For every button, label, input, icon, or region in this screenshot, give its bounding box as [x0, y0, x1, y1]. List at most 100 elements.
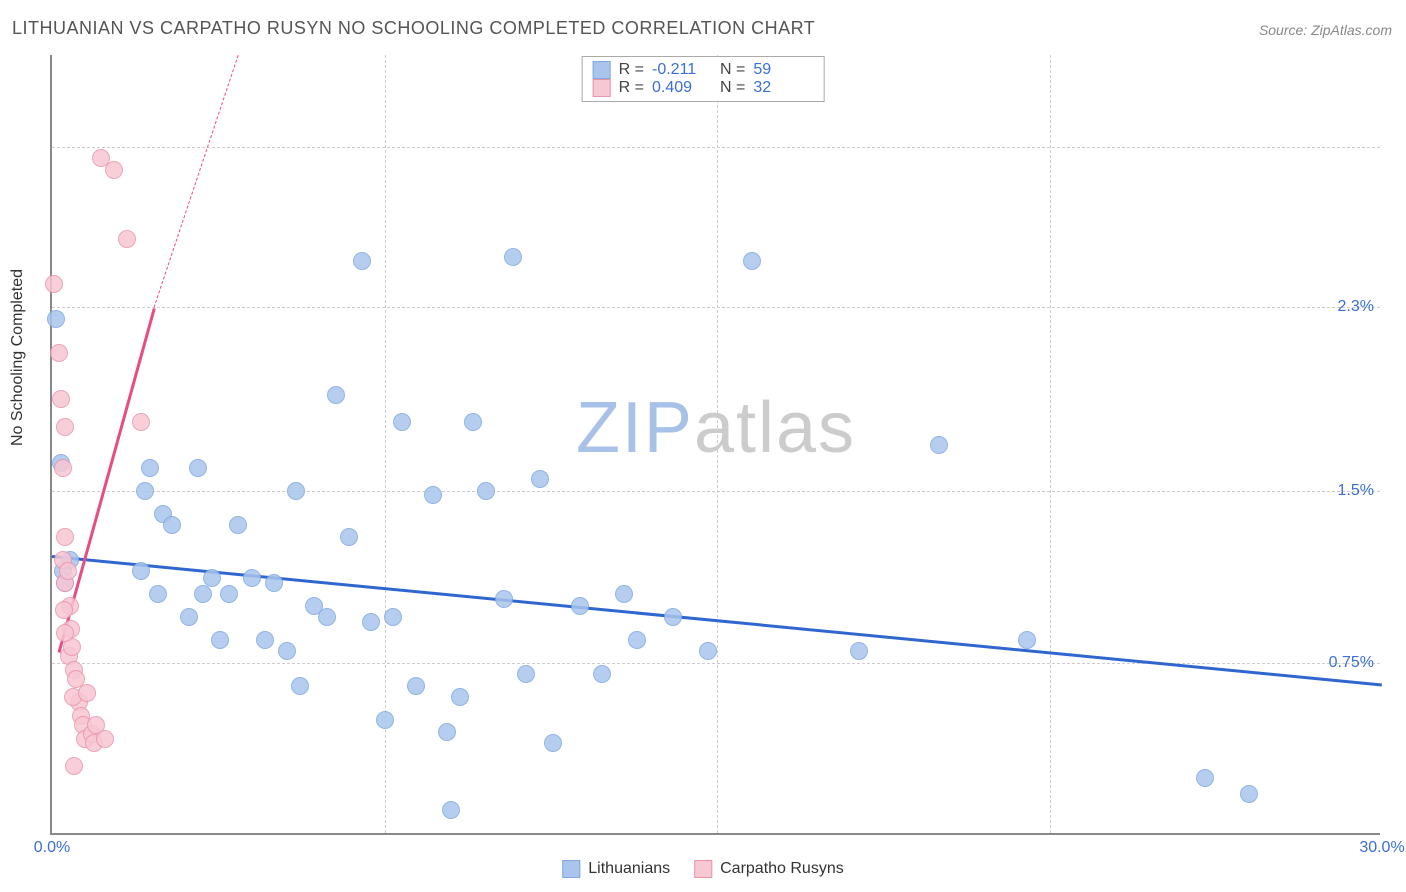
data-point [141, 459, 159, 477]
regression-line [153, 55, 238, 308]
data-point [664, 608, 682, 626]
data-point [56, 624, 74, 642]
r-value: 0.409 [652, 79, 712, 97]
data-point [203, 569, 221, 587]
data-point [593, 665, 611, 683]
ytick-label: 2.3% [1338, 298, 1374, 316]
legend-stats: R = -0.211 N = 59 R = 0.409 N = 32 [582, 56, 825, 102]
data-point [163, 516, 181, 534]
y-axis-label: No Schooling Completed [9, 269, 27, 446]
data-point [265, 574, 283, 592]
xtick-label: 0.0% [34, 839, 70, 857]
data-point [132, 562, 150, 580]
data-point [211, 631, 229, 649]
data-point [96, 730, 114, 748]
data-point [1240, 785, 1258, 803]
data-point [384, 608, 402, 626]
data-point [407, 677, 425, 695]
legend-stat-row: R = -0.211 N = 59 [593, 61, 814, 79]
plot-area: ZIPatlas 0.75%1.5%2.3%0.0%30.0% [50, 55, 1380, 835]
n-label: N = [720, 79, 745, 97]
data-point [243, 569, 261, 587]
data-point [743, 252, 761, 270]
data-point [699, 642, 717, 660]
data-point [180, 608, 198, 626]
r-value: -0.211 [652, 61, 712, 79]
data-point [1018, 631, 1036, 649]
source-label: Source: ZipAtlas.com [1259, 22, 1392, 38]
legend-swatch [694, 860, 712, 878]
data-point [220, 585, 238, 603]
ytick-label: 1.5% [1338, 482, 1374, 500]
data-point [194, 585, 212, 603]
data-point [45, 275, 63, 293]
legend-swatch [593, 61, 611, 79]
data-point [118, 230, 136, 248]
r-label: R = [619, 79, 644, 97]
data-point [438, 723, 456, 741]
data-point [495, 590, 513, 608]
xtick-label: 30.0% [1359, 839, 1404, 857]
data-point [56, 418, 74, 436]
data-point [52, 390, 70, 408]
data-point [278, 642, 296, 660]
data-point [54, 459, 72, 477]
data-point [318, 608, 336, 626]
data-point [353, 252, 371, 270]
data-point [65, 757, 83, 775]
chart-title: LITHUANIAN VS CARPATHO RUSYN NO SCHOOLIN… [12, 18, 815, 39]
legend-stat-row: R = 0.409 N = 32 [593, 79, 814, 97]
data-point [362, 613, 380, 631]
legend-swatch [593, 79, 611, 97]
watermark: ZIPatlas [576, 387, 856, 469]
r-label: R = [619, 61, 644, 79]
data-point [47, 310, 65, 328]
data-point [517, 665, 535, 683]
data-point [531, 470, 549, 488]
data-point [393, 413, 411, 431]
ytick-label: 0.75% [1329, 654, 1374, 672]
gridline-v [1050, 55, 1051, 833]
legend-series: Lithuanians Carpatho Rusyns [562, 860, 843, 878]
data-point [615, 585, 633, 603]
data-point [59, 562, 77, 580]
legend-series-item: Lithuanians [562, 860, 670, 878]
data-point [189, 459, 207, 477]
data-point [376, 711, 394, 729]
watermark-atlas: atlas [694, 388, 856, 468]
data-point [1196, 769, 1214, 787]
data-point [442, 801, 460, 819]
data-point [464, 413, 482, 431]
data-point [55, 601, 73, 619]
n-value: 59 [753, 61, 813, 79]
data-point [571, 597, 589, 615]
gridline-v [717, 55, 718, 833]
gridline-h [52, 491, 1380, 492]
data-point [136, 482, 154, 500]
data-point [149, 585, 167, 603]
n-label: N = [720, 61, 745, 79]
data-point [291, 677, 309, 695]
data-point [229, 516, 247, 534]
data-point [424, 486, 442, 504]
legend-series-label: Lithuanians [588, 860, 670, 878]
n-value: 32 [753, 79, 813, 97]
legend-swatch [562, 860, 580, 878]
data-point [256, 631, 274, 649]
data-point [850, 642, 868, 660]
data-point [78, 684, 96, 702]
legend-series-item: Carpatho Rusyns [694, 860, 844, 878]
data-point [56, 528, 74, 546]
watermark-zip: ZIP [576, 388, 694, 468]
data-point [50, 344, 68, 362]
data-point [327, 386, 345, 404]
data-point [504, 248, 522, 266]
data-point [287, 482, 305, 500]
data-point [930, 436, 948, 454]
gridline-h [52, 307, 1380, 308]
data-point [340, 528, 358, 546]
correlation-chart: LITHUANIAN VS CARPATHO RUSYN NO SCHOOLIN… [0, 0, 1406, 892]
data-point [132, 413, 150, 431]
data-point [105, 161, 123, 179]
gridline-h [52, 147, 1380, 148]
